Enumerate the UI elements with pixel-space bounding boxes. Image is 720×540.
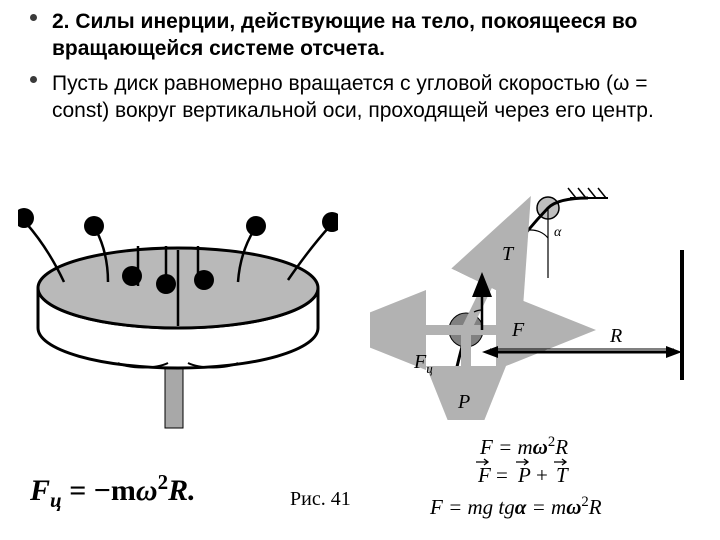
label-R: R: [609, 325, 622, 347]
eq-big-tail: R.: [168, 474, 196, 507]
eq3-omega: ω: [566, 495, 581, 519]
eq-big-sub: ц: [50, 488, 62, 512]
eq3-mid: = m: [526, 495, 566, 519]
eq-big-F: F: [30, 474, 50, 507]
eq3-sup: 2: [581, 494, 588, 510]
figure-caption: Рис. 41: [290, 488, 351, 511]
eq3-before: F = mg tg: [430, 495, 515, 519]
eq-big-omega: ω: [136, 474, 158, 507]
bullet-dot: [30, 14, 37, 21]
pendulum-ball-3: [122, 266, 142, 286]
string: [452, 198, 588, 390]
pendulum-ball-6: [246, 216, 266, 236]
R-arrow-left: [482, 346, 498, 358]
pendulum-ball-5: [194, 270, 214, 290]
svg-text:F: F: [477, 463, 491, 487]
svg-text:P: P: [517, 463, 531, 487]
paragraph-text: Пусть диск равномерно вращается с углово…: [52, 72, 654, 122]
label-alpha: α: [554, 225, 562, 240]
page: 2. Силы инерции, действующие на тело, по…: [0, 0, 720, 540]
eq3-after: R: [589, 495, 602, 519]
disk-illustration: [18, 168, 338, 438]
label-T: T: [502, 243, 515, 265]
heading-prefix: 2.: [52, 10, 75, 33]
eq3: F = mg tgα = mω2R: [430, 494, 602, 520]
eq-big-sup: 2: [158, 470, 169, 494]
pendulum-ball-2: [84, 216, 104, 236]
svg-text:T: T: [556, 463, 569, 487]
label-P: P: [457, 391, 470, 413]
hatch-4: [598, 188, 606, 198]
pendulum-ball-1: [18, 208, 34, 228]
eq-big-mid: = −m: [62, 474, 136, 507]
svg-text:+: +: [536, 463, 548, 487]
R-arrow-right: [666, 346, 682, 358]
pendulum-ball-7: [322, 212, 338, 232]
angle-arc: [530, 230, 548, 238]
paragraph: Пусть диск равномерно вращается с углово…: [52, 70, 692, 125]
heading: 2. Силы инерции, действующие на тело, по…: [52, 8, 692, 63]
hatch-2: [578, 188, 586, 198]
eq-big: Fц = −mω2R.: [30, 470, 196, 513]
force-diagram: T α F R Fц P: [370, 160, 710, 420]
hatch-3: [588, 188, 596, 198]
eq3-alpha: α: [515, 495, 527, 519]
label-F: F: [511, 319, 525, 341]
heading-text: Силы инерции, действующие на тело, покоя…: [52, 10, 637, 60]
eq2-svg: F = P + T: [468, 456, 648, 492]
hatch-1: [568, 188, 576, 198]
label-Fc: Fц: [413, 351, 433, 376]
svg-text:=: =: [496, 463, 508, 487]
shaft: [165, 368, 183, 428]
bullet-dot: [30, 76, 37, 83]
pendulum-ball-4: [156, 274, 176, 294]
pendulum-stem-1: [26, 223, 64, 282]
